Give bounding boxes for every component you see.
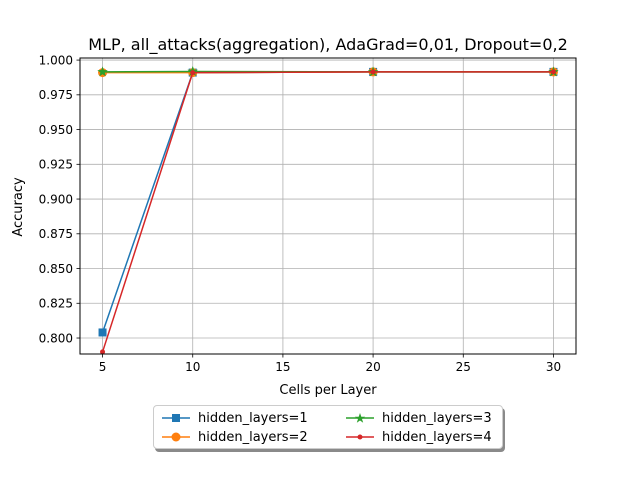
x-tick-label: 10 (185, 360, 200, 374)
data-point (370, 69, 376, 75)
series-layer (97, 65, 559, 355)
x-axis-label: Cells per Layer (279, 383, 377, 398)
legend: hidden_layers=1 hidden_layers=2 hidden_l… (153, 405, 503, 449)
y-tick-label: 0.975 (39, 88, 73, 102)
data-point (550, 69, 556, 75)
series-line (101, 71, 554, 353)
series-1 (98, 67, 558, 337)
axis-ticks: 5 10 15 20 25 30 0.800 0.825 0.850 0.875 0.900 0.92… (39, 53, 561, 374)
legend-label: hidden_layers=3 (382, 410, 492, 426)
plot-area-frame (79, 57, 577, 355)
x-tick-label: 15 (275, 360, 290, 374)
y-tick-label: 0.925 (39, 158, 73, 172)
data-point (97, 66, 108, 77)
legend-item-hidden-layers-1: hidden_layers=1 (162, 409, 308, 427)
legend-marker-star-icon (346, 413, 374, 423)
series-4 (100, 69, 556, 355)
y-tick-label: 0.900 (39, 192, 73, 206)
x-tick-label: 25 (456, 360, 471, 374)
y-tick-label: 0.950 (39, 123, 73, 137)
chart-title: MLP, all_attacks(aggregation), AdaGrad=0… (88, 35, 568, 55)
y-tick-label: 0.800 (39, 331, 73, 345)
legend-item-hidden-layers-3: hidden_layers=3 (346, 409, 492, 427)
legend-item-hidden-layers-4: hidden_layers=4 (346, 428, 492, 446)
legend-marker-dot-icon (346, 434, 374, 440)
legend-item-hidden-layers-2: hidden_layers=2 (162, 428, 308, 446)
y-tick-label: 0.875 (39, 227, 73, 241)
legend-marker-square-icon (162, 414, 190, 422)
y-tick-label: 0.825 (39, 297, 73, 311)
series-line (101, 71, 554, 333)
data-point (190, 70, 196, 76)
legend-label: hidden_layers=4 (382, 429, 492, 445)
y-tick-label: 0.850 (39, 262, 73, 276)
x-tick-label: 5 (99, 360, 107, 374)
legend-label: hidden_layers=2 (198, 429, 308, 445)
y-axis-label: Accuracy (11, 177, 26, 237)
data-point (98, 328, 107, 337)
grid-lines (80, 58, 576, 354)
y-tick-label: 1.000 (39, 53, 73, 67)
legend-label: hidden_layers=1 (198, 410, 308, 426)
legend-marker-circle-icon (162, 432, 190, 442)
data-point (100, 349, 106, 355)
x-tick-label: 30 (546, 360, 561, 374)
x-tick-label: 20 (365, 360, 380, 374)
